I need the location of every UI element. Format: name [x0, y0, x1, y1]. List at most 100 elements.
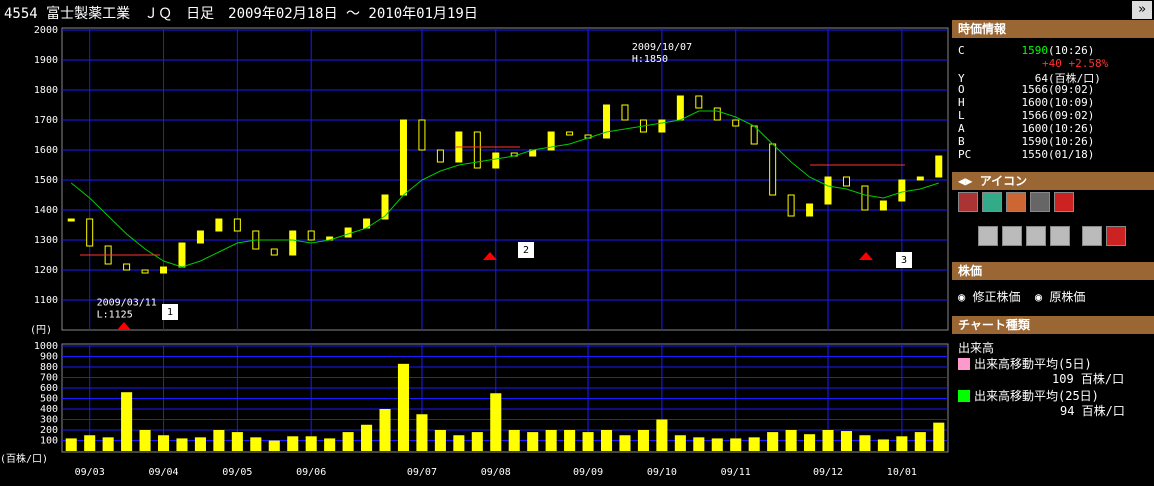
event-marker	[518, 242, 534, 258]
x-tick-label: 09/05	[222, 467, 252, 478]
volume-bar	[361, 424, 373, 451]
quote-value: 1600	[1021, 122, 1049, 135]
quote-time: (01/18)	[1048, 148, 1095, 161]
y-tick-label: 900	[40, 352, 58, 363]
volume-bar	[250, 437, 262, 451]
volume-bar	[231, 432, 243, 451]
volume-bar	[157, 435, 170, 451]
radio-label: 原株価	[1049, 290, 1086, 304]
candle	[473, 131, 481, 169]
x-tick-label: 09/12	[813, 467, 843, 478]
quote-value: 64	[1034, 72, 1048, 85]
icon-button[interactable]	[1054, 192, 1074, 212]
y-tick-label: 1500	[34, 175, 58, 186]
quote-time: (10:26)	[1048, 135, 1095, 148]
tool-button[interactable]	[1002, 226, 1022, 246]
icon-button[interactable]	[958, 192, 978, 212]
candle	[123, 263, 131, 271]
chart: 1100120013001400150016001700180019002000…	[0, 25, 949, 478]
radio[interactable]: ◉ 修正株価	[958, 290, 1021, 304]
candle	[270, 248, 278, 256]
candle	[824, 176, 832, 205]
y-tick-label: 1400	[34, 205, 58, 216]
candle	[787, 194, 795, 217]
candle	[879, 200, 887, 211]
annotation: 2009/03/11	[97, 298, 157, 309]
volume-bar	[453, 435, 465, 451]
y-tick-label: 700	[40, 373, 58, 384]
volume-bar	[121, 392, 133, 451]
candle	[436, 149, 444, 163]
event-marker	[162, 304, 178, 320]
y-tick-label: 1900	[34, 55, 58, 66]
volume-bar	[674, 435, 686, 451]
quote-value: 1566	[1021, 109, 1049, 122]
quote-label: C	[958, 44, 965, 57]
tool-button[interactable]	[978, 226, 998, 246]
x-tick-label: 09/04	[148, 467, 178, 478]
volume-bar	[416, 414, 428, 451]
candle	[418, 119, 426, 151]
x-tick-label: 09/11	[721, 467, 751, 478]
radio[interactable]: ◉ 原株価	[1034, 290, 1086, 304]
tool-button[interactable]	[1026, 226, 1046, 246]
volume-bar	[176, 438, 188, 451]
candle	[141, 269, 149, 274]
quote-change: +40 +2.58%	[1042, 57, 1109, 70]
icon-button[interactable]	[982, 192, 1002, 212]
volume-bar	[471, 432, 483, 451]
quote-row: C 1590(10:26)	[958, 44, 1094, 57]
quote-time: (10:09)	[1048, 96, 1095, 109]
y-tick-label: 1600	[34, 145, 58, 156]
x-tick-label: 09/06	[296, 467, 326, 478]
y-tick-label: 1000	[34, 341, 58, 352]
expand-button[interactable]: »	[1132, 1, 1152, 19]
y-tick-label: 1700	[34, 115, 58, 126]
volume-bar	[914, 432, 926, 451]
candle	[492, 152, 500, 169]
volume-bar	[490, 393, 502, 451]
volume-bar	[693, 437, 705, 451]
candle	[935, 155, 943, 178]
panel-header: チャート種類	[952, 316, 1154, 334]
y-tick-label: 600	[40, 383, 58, 394]
volume-bar	[785, 430, 797, 451]
volume-bar	[822, 430, 834, 451]
signal-arrow	[117, 322, 131, 330]
volume-bar	[619, 435, 631, 451]
quote-row: A 1600(10:26)	[958, 122, 1094, 135]
tool-button[interactable]	[1082, 226, 1102, 246]
candle	[658, 119, 666, 133]
volume-bar	[194, 437, 206, 451]
quote-label: L	[958, 109, 965, 122]
volume-bar	[804, 434, 816, 451]
y-tick-label: 2000	[34, 25, 58, 36]
signal-arrow	[483, 252, 497, 260]
x-tick-label: 09/09	[573, 467, 603, 478]
candle	[215, 218, 223, 232]
panel-title: アイコン	[979, 174, 1028, 188]
volume-bar	[545, 430, 557, 451]
candle	[196, 230, 204, 244]
event-marker-label: 2	[523, 245, 529, 256]
quote-row: B 1590(10:26)	[958, 135, 1094, 148]
tool-button[interactable]	[1050, 226, 1070, 246]
chart-type-label: 出来高	[958, 341, 995, 355]
event-marker	[896, 252, 912, 268]
candle	[769, 143, 777, 196]
candle	[307, 230, 315, 241]
icon-button[interactable]	[1006, 192, 1026, 212]
volume-bar	[933, 422, 945, 451]
tool-button[interactable]	[1106, 226, 1126, 246]
volume-bar	[213, 430, 225, 451]
candle	[695, 95, 703, 109]
y-tick-label: 100	[40, 436, 58, 447]
quote-value: 1590	[1021, 44, 1049, 57]
candle	[67, 218, 75, 222]
icon-button[interactable]	[1030, 192, 1050, 212]
volume-bar	[84, 435, 96, 451]
annotation: 2009/10/07	[632, 42, 692, 53]
side-panel: 時価情報 C 1590(10:26) +40 +2.58% Y 64(百株/口) O 1…	[952, 20, 1154, 486]
volume-bar	[748, 437, 760, 451]
